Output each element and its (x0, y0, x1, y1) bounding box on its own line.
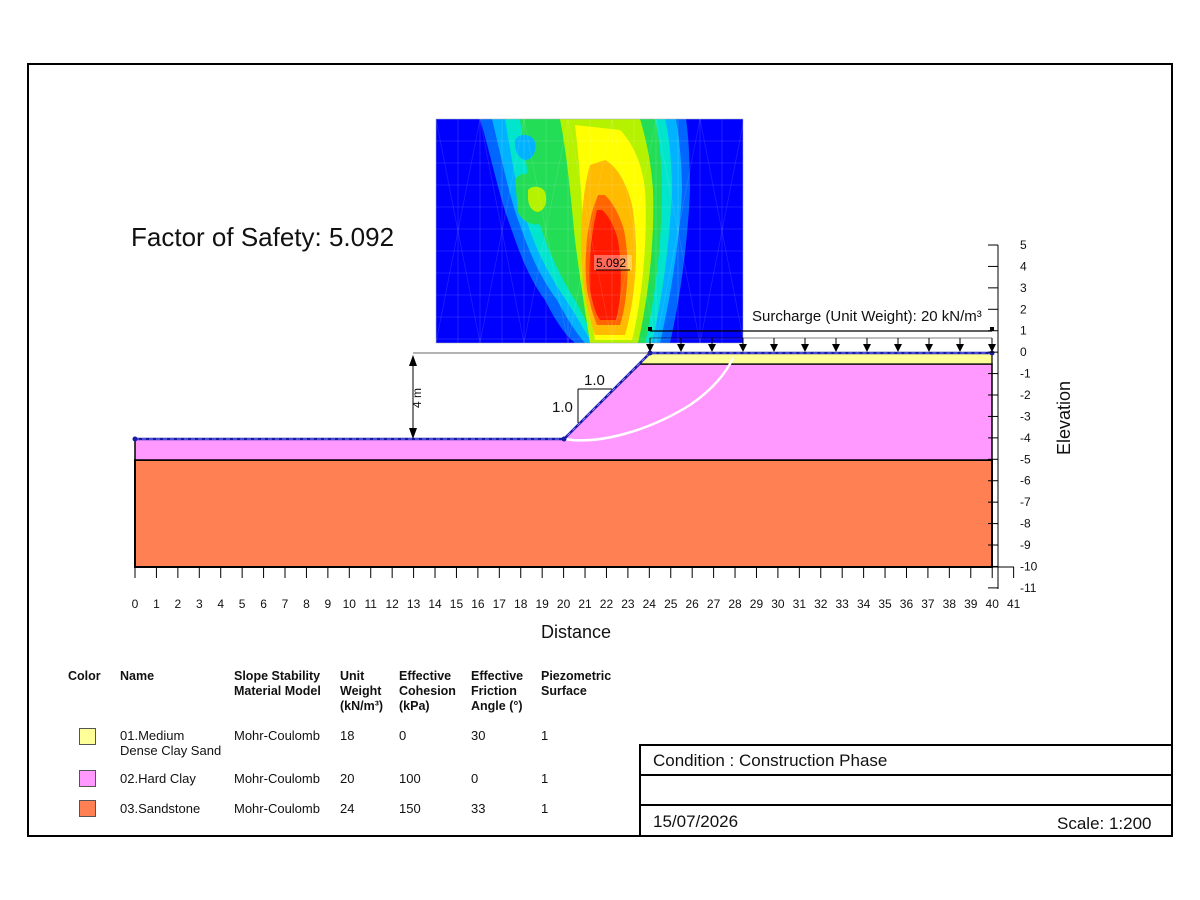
slope-ratio-indicator (577, 388, 612, 423)
x-axis-tick-label: 25 (664, 597, 678, 611)
x-axis-tick-label: 11 (364, 597, 377, 611)
height-dimension (409, 352, 650, 439)
contour-mesh-lines (436, 119, 743, 343)
y-axis-tick-label: 5 (1020, 238, 1027, 252)
vertex-point (561, 436, 567, 442)
y-axis-tick-label: 3 (1020, 281, 1027, 295)
y-axis-tick-label: -6 (1020, 474, 1031, 488)
y-axis-tick-label: -9 (1020, 538, 1031, 552)
x-axis-tick-label: 1 (153, 597, 160, 611)
x-axis-tick-label: 29 (750, 597, 764, 611)
y-axis-tick-label: -8 (1020, 517, 1031, 531)
x-axis-tick-label: 13 (407, 597, 421, 611)
x-axis-tick-label: 7 (282, 597, 289, 611)
slope-ratio-horizontal: 1.0 (584, 372, 605, 389)
surcharge-label: Surcharge (Unit Weight): 20 kN/m³ (752, 308, 982, 325)
slope-ratio-vertical: 1.0 (552, 399, 573, 416)
condition-label: Condition : Construction Phase (653, 751, 888, 770)
ground-surface-dash (135, 352, 992, 440)
x-axis-label: Distance (541, 622, 611, 642)
clay-sand-layer (638, 352, 993, 365)
y-axis-tick-label: 1 (1020, 324, 1027, 338)
x-axis-tick-label: 30 (771, 597, 785, 611)
y-axis-tick-label: 4 (1020, 259, 1027, 273)
x-axis-tick-label: 6 (260, 597, 267, 611)
y-axis-tick-label: -4 (1020, 431, 1031, 445)
y-axis-tick-label: -11 (1020, 581, 1037, 595)
x-axis-tick-label: 8 (303, 597, 310, 611)
y-axis-tick-label: -5 (1020, 452, 1031, 466)
y-axis-tick-label: -1 (1020, 367, 1031, 381)
x-axis-tick-label: 15 (450, 597, 464, 611)
scale-label: Scale: 1:200 (1057, 814, 1152, 833)
x-axis-tick-label: 33 (836, 597, 850, 611)
x-axis-tick-label: 14 (428, 597, 442, 611)
x-axis-tick-label: 0 (132, 597, 139, 611)
x-axis-tick-label: 32 (814, 597, 828, 611)
y-axis-tick-label: -10 (1020, 559, 1038, 573)
x-axis-tick-label: 20 (557, 597, 571, 611)
x-axis-tick-label: 24 (643, 597, 657, 611)
x-axis-tick-label: 17 (493, 597, 507, 611)
surcharge-load (646, 327, 996, 352)
y-axis-tick-label: -2 (1020, 388, 1031, 402)
x-axis-tick-label: 19 (535, 597, 549, 611)
vertex-point (132, 436, 138, 442)
title-block (639, 744, 1173, 837)
x-axis: 0 1 2 3 4 5 6 7 8 9 10 11 12 13 14 15 16 17 18 19 20 21 22 23 24… (132, 566, 1021, 611)
fos-min-label: 5.092 (596, 256, 626, 270)
x-axis-tick-label: 40 (986, 597, 1000, 611)
x-axis-tick-label: 2 (175, 597, 182, 611)
date-label: 15/07/2026 (653, 812, 739, 831)
y-axis: 5 4 3 2 1 0 -1 -2 -3 -4 -5 -6 -7 -8 -9 -10 -11 (988, 238, 1038, 595)
fos-min-label-box (594, 255, 632, 270)
x-axis-tick-label: 38 (943, 597, 957, 611)
y-axis-tick-label: -7 (1020, 495, 1031, 509)
x-axis-tick-label: 18 (514, 597, 528, 611)
x-axis-tick-label: 21 (578, 597, 592, 611)
critical-slip-surface (563, 357, 735, 442)
x-axis-tick-label: 31 (793, 597, 807, 611)
x-axis-tick-label: 37 (921, 597, 935, 611)
x-axis-tick-label: 4 (217, 597, 224, 611)
x-axis-tick-label: 27 (707, 597, 721, 611)
height-dim-label: 4 m (410, 388, 424, 408)
factor-of-safety-title: Factor of Safety: 5.092 (131, 222, 394, 252)
x-axis-tick-label: 39 (964, 597, 978, 611)
x-axis-tick-label: 9 (325, 597, 332, 611)
x-axis-tick-label: 3 (196, 597, 203, 611)
y-axis-tick-label: 2 (1020, 302, 1027, 316)
y-axis-tick-label: 0 (1020, 345, 1027, 359)
x-axis-tick-label: 10 (343, 597, 357, 611)
x-axis-tick-label: 22 (600, 597, 614, 611)
page-border (27, 63, 1173, 837)
y-axis-tick-label: -3 (1020, 409, 1031, 423)
x-axis-tick-label: 34 (857, 597, 871, 611)
x-axis-tick-label: 28 (728, 597, 742, 611)
factor-of-safety-contour-plot (436, 119, 743, 343)
x-axis-tick-label: 23 (621, 597, 635, 611)
x-axis-tick-label: 41 (1007, 597, 1021, 611)
x-axis-tick-label: 12 (385, 597, 399, 611)
contour-island-left-inner (528, 186, 547, 212)
y-axis-label: Elevation (1054, 381, 1074, 455)
x-axis-tick-label: 16 (471, 597, 485, 611)
x-axis-tick-label: 36 (900, 597, 914, 611)
x-axis-tick-label: 35 (878, 597, 892, 611)
contour-island-top (514, 134, 536, 160)
sandstone-layer (134, 459, 993, 568)
x-axis-tick-label: 26 (686, 597, 700, 611)
contour-band-9 (589, 210, 621, 320)
x-axis-tick-label: 5 (239, 597, 246, 611)
